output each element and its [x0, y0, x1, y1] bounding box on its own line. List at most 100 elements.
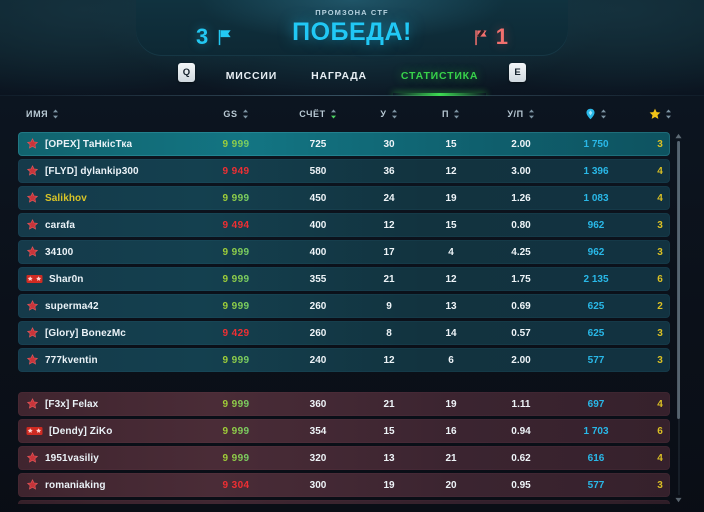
match-mode-subtitle: ПРОМЗОНА CTF — [315, 8, 389, 17]
table-row[interactable]: [FLYD] dylankip300 9 949 580 36 12 3.00 1 396 4 — [18, 159, 670, 183]
col-header-name[interactable]: ИМЯ — [26, 109, 194, 119]
rank-star-icon — [26, 479, 39, 490]
cell-score: 260 — [309, 327, 327, 339]
cell-kills: 21 — [383, 273, 395, 285]
col-label-score: СЧЁТ — [299, 109, 326, 119]
tab-statistics[interactable]: СТАТИСТИКА — [392, 61, 487, 96]
col-header-kd[interactable]: У/П — [482, 109, 560, 119]
scoreboard-rows-viewport: [OPEX] ТаНкicТка 9 999 725 30 15 2.00 1 750 3 [F… — [18, 132, 686, 504]
col-header-kills[interactable]: У — [358, 109, 420, 119]
cell-gems: 1 750 — [583, 138, 609, 150]
rank-star-icon — [26, 138, 39, 149]
cell-deaths: 12 — [445, 165, 457, 177]
cell-score: 360 — [309, 398, 327, 410]
scrollbar[interactable] — [673, 132, 684, 504]
table-row[interactable]: 1951vasiliy 9 999 320 13 21 0.62 616 4 — [18, 446, 670, 470]
rank-star-icon — [26, 354, 39, 366]
table-row[interactable]: [Glory] BonezMc 9 429 260 8 14 0.57 625 3 — [18, 321, 670, 345]
cell-stars: 3 — [657, 219, 663, 231]
col-label-gs: GS — [223, 109, 238, 119]
table-row[interactable]: [OPEX] ТаНкicТка 9 999 725 30 15 2.00 1 750 3 — [18, 132, 670, 156]
col-header-gems[interactable] — [560, 108, 632, 120]
cell-score: 400 — [309, 246, 327, 258]
cell-score: 354 — [309, 425, 327, 437]
tab-missions[interactable]: МИССИИ — [225, 69, 278, 82]
rank-star-icon — [26, 300, 39, 311]
table-row[interactable]: 34100 9 999 400 17 4 4.25 962 3 — [18, 240, 670, 264]
cell-gs: 9 999 — [194, 247, 278, 258]
cell-kd: 0.69 — [511, 300, 531, 312]
cell-kills: 12 — [383, 219, 395, 231]
rank-star-icon — [26, 354, 39, 365]
table-row[interactable]: [F3x] Felax 9 999 360 21 19 1.11 697 4 — [18, 392, 670, 416]
table-row[interactable]: Salikhov 9 999 450 24 19 1.26 1 083 4 — [18, 186, 670, 210]
col-header-score[interactable]: СЧЁТ — [278, 109, 358, 119]
cell-kd: 0.95 — [511, 479, 531, 491]
sort-icon — [454, 109, 460, 119]
table-row-partial[interactable] — [18, 500, 670, 504]
cell-gs: 9 999 — [194, 301, 278, 312]
blue-team-score-value: 3 — [196, 24, 209, 49]
scroll-down-icon[interactable] — [675, 497, 682, 503]
table-row[interactable]: superma42 9 999 260 9 13 0.69 625 2 — [18, 294, 670, 318]
rank-star-icon — [26, 452, 39, 464]
rank-star-icon — [26, 192, 39, 204]
table-row[interactable]: romaniaking 9 304 300 19 20 0.95 577 3 — [18, 473, 670, 497]
cell-gems: 2 135 — [583, 273, 609, 285]
rank-star-icon — [26, 219, 39, 230]
rank-star-icon — [26, 246, 39, 258]
cell-gems: 625 — [587, 300, 605, 312]
table-row[interactable]: carafa 9 494 400 12 15 0.80 962 3 — [18, 213, 670, 237]
cell-stars: 6 — [657, 273, 663, 285]
cell-gems: 577 — [587, 479, 605, 491]
table-row[interactable]: 777kventin 9 999 240 12 6 2.00 577 3 — [18, 348, 670, 372]
cell-gs: 9 999 — [194, 355, 278, 366]
team-separator — [18, 375, 670, 392]
col-header-deaths[interactable]: П — [420, 109, 482, 119]
scroll-up-icon[interactable] — [675, 133, 682, 139]
table-row[interactable]: Shar0n 9 999 355 21 12 1.75 2 135 6 — [18, 267, 670, 291]
rank-star-icon — [26, 165, 39, 176]
player-name: 34100 — [45, 246, 74, 258]
cell-gs: 9 494 — [222, 219, 250, 231]
table-row[interactable]: [Dendy] ZiKo 9 999 354 15 16 0.94 1 703 6 — [18, 419, 670, 443]
match-result-title: ПОБЕДА! — [292, 18, 412, 46]
rank-star-icon — [26, 327, 39, 339]
player-name: [FLYD] dylankip300 — [45, 165, 139, 177]
rank-star-badge-icon — [26, 425, 43, 437]
cell-stars: 4 — [657, 452, 663, 464]
key-hint-q[interactable]: Q — [178, 63, 195, 82]
scoreboard-body: ИМЯ GS СЧЁТ У П У/П — [0, 96, 704, 512]
broken-flag-icon — [471, 28, 490, 47]
player-name-cell: [OPEX] ТаНкicТка — [26, 138, 194, 150]
cell-score: 320 — [309, 452, 327, 464]
sort-icon — [528, 109, 534, 119]
cell-deaths: 19 — [445, 398, 457, 410]
player-name-cell: [FLYD] dylankip300 — [26, 165, 194, 177]
scrollbar-thumb[interactable] — [677, 141, 680, 419]
cell-kd: 4.25 — [511, 246, 531, 258]
sort-icon — [53, 109, 59, 119]
col-header-stars[interactable] — [632, 108, 688, 120]
cell-gems: 697 — [587, 398, 605, 410]
cell-stars: 6 — [657, 425, 663, 437]
cell-kd: 1.75 — [511, 273, 531, 285]
cell-kills: 21 — [383, 398, 395, 410]
cell-gems: 962 — [587, 246, 605, 258]
sort-icon — [242, 109, 248, 119]
tab-reward[interactable]: НАГРАДА — [311, 69, 367, 82]
key-hint-e[interactable]: E — [509, 63, 526, 82]
cell-kills: 8 — [386, 327, 392, 339]
scrollbar-track[interactable] — [677, 141, 680, 495]
star-icon — [649, 108, 660, 119]
col-header-gs[interactable]: GS — [194, 109, 278, 119]
cell-score: 450 — [309, 192, 327, 204]
player-name-cell: 1951vasiliy — [26, 452, 194, 464]
cell-deaths: 4 — [448, 246, 454, 258]
cell-kills: 15 — [383, 425, 395, 437]
player-name-cell: [Glory] BonezMc — [26, 327, 194, 339]
player-name: [OPEX] ТаНкicТка — [45, 138, 133, 150]
match-header: ПРОМЗОНА CTF ПОБЕДА! 3 1 Q E МИССИИ НАГР… — [0, 0, 704, 96]
cell-gems: 962 — [587, 219, 605, 231]
player-name: [Glory] BonezMc — [45, 327, 126, 339]
